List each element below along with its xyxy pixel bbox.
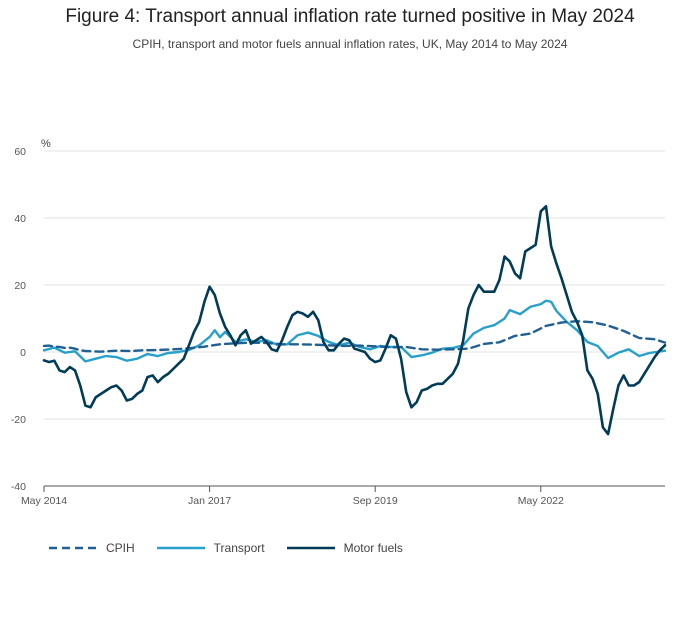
x-tick-label: Jan 2017 <box>188 495 231 507</box>
y-axis-unit-label: % <box>41 138 51 150</box>
y-tick-label: 20 <box>14 280 26 292</box>
legend-label: Motor fuels <box>343 541 403 555</box>
y-tick-label: -20 <box>11 414 26 426</box>
chart-legend: CPIH Transport Motor fuels <box>47 541 423 555</box>
legend-swatch <box>156 546 205 550</box>
y-tick-label: -40 <box>11 481 26 493</box>
legend-swatch <box>286 546 335 550</box>
axes: -40 -20 0 20 40 60 May 2014 Jan 2017 Sep 2019 May… <box>11 146 665 507</box>
legend-item-transport: Transport <box>155 541 265 555</box>
line-chart: -40 -20 0 20 40 60 May 2014 Jan 2017 Sep 2019 May… <box>11 138 667 507</box>
legend-label: Transport <box>213 541 265 555</box>
series-lines <box>42 204 667 436</box>
y-tick-label: 40 <box>14 213 26 225</box>
y-tick-label: 0 <box>20 347 26 359</box>
x-tick-label: May 2022 <box>518 495 564 507</box>
series-line-motor-fuels <box>42 204 667 436</box>
x-tick-label: Sep 2019 <box>353 495 398 507</box>
chart-subtitle: CPIH, transport and motor fuels annual i… <box>132 37 568 51</box>
x-tick-label: May 2014 <box>21 495 67 507</box>
legend-item-motor-fuels: Motor fuels <box>285 541 403 555</box>
y-tick-label: 60 <box>14 146 26 158</box>
chart-title: Figure 4: Transport annual inflation rat… <box>65 6 635 27</box>
gridlines <box>44 150 665 420</box>
legend-swatch <box>49 546 97 550</box>
legend-label: CPIH <box>106 541 135 555</box>
legend-item-cpih: CPIH <box>47 541 135 555</box>
series-line-cpih <box>42 319 667 353</box>
